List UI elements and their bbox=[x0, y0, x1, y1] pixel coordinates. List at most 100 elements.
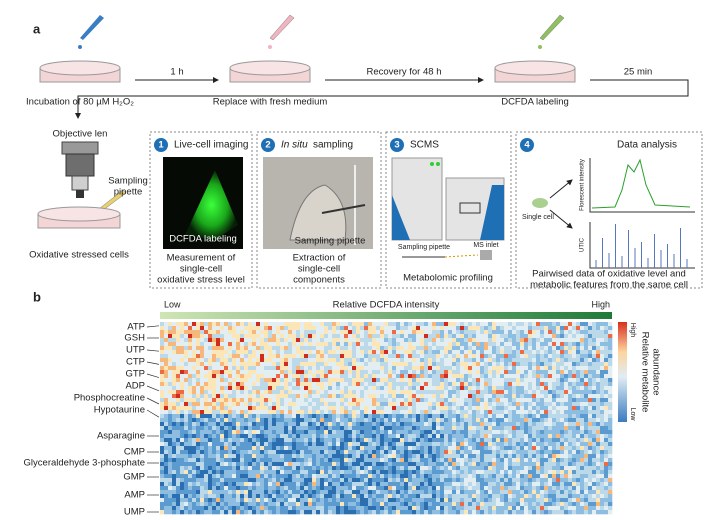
heatmap-cell bbox=[272, 342, 277, 347]
heatmap-cell bbox=[256, 462, 261, 467]
heatmap-cell bbox=[512, 402, 517, 407]
heatmap-cell bbox=[580, 406, 585, 411]
heatmap-cell bbox=[484, 330, 489, 335]
heatmap-cell bbox=[372, 454, 377, 459]
heatmap-cell bbox=[180, 394, 185, 399]
heatmap-cell bbox=[316, 450, 321, 455]
heatmap-cell bbox=[400, 334, 405, 339]
heatmap-cell bbox=[308, 474, 313, 479]
heatmap-cell bbox=[400, 410, 405, 415]
heatmap-cell bbox=[528, 454, 533, 459]
heatmap-cell bbox=[336, 330, 341, 335]
heatmap-cell bbox=[220, 358, 225, 363]
heatmap-cell bbox=[408, 374, 413, 379]
heatmap-cell bbox=[212, 366, 217, 371]
heatmap-cell bbox=[208, 330, 213, 335]
heatmap-cell bbox=[476, 334, 481, 339]
heatmap-cell bbox=[392, 354, 397, 359]
heatmap-cell bbox=[172, 434, 177, 439]
heatmap-cell bbox=[420, 426, 425, 431]
heatmap-cell bbox=[260, 382, 265, 387]
heatmap-cell bbox=[292, 350, 297, 355]
heatmap-cell bbox=[492, 442, 497, 447]
heatmap-cell bbox=[352, 462, 357, 467]
heatmap-cell bbox=[484, 478, 489, 483]
heatmap-cell bbox=[588, 338, 593, 343]
heatmap-cell bbox=[508, 382, 513, 387]
heatmap-cell bbox=[424, 358, 429, 363]
heatmap-cell bbox=[368, 398, 373, 403]
heatmap-cell bbox=[448, 382, 453, 387]
heatmap-cell bbox=[288, 334, 293, 339]
heatmap-cell bbox=[192, 374, 197, 379]
heatmap-cell bbox=[376, 354, 381, 359]
heatmap-cell bbox=[360, 466, 365, 471]
heatmap-cell bbox=[352, 422, 357, 427]
heatmap-cell bbox=[292, 494, 297, 499]
heatmap-cell bbox=[512, 486, 517, 491]
heatmap-cell bbox=[432, 470, 437, 475]
heatmap-cell bbox=[508, 490, 513, 495]
heatmap-cell bbox=[296, 366, 301, 371]
heatmap-cell bbox=[372, 374, 377, 379]
heatmap-cell bbox=[208, 458, 213, 463]
heatmap-cell bbox=[408, 394, 413, 399]
heatmap-cell bbox=[516, 474, 521, 479]
heatmap-cell bbox=[528, 418, 533, 423]
heatmap-cell bbox=[428, 378, 433, 383]
heatmap-cell bbox=[428, 402, 433, 407]
heatmap-cell bbox=[428, 454, 433, 459]
heatmap-cell bbox=[212, 438, 217, 443]
heatmap-cell bbox=[532, 322, 537, 327]
heatmap-cell bbox=[344, 470, 349, 475]
heatmap-cell bbox=[320, 446, 325, 451]
heatmap-cell bbox=[352, 334, 357, 339]
heatmap-cell bbox=[308, 338, 313, 343]
heatmap-cell bbox=[496, 330, 501, 335]
heatmap-cell bbox=[160, 462, 165, 467]
heatmap-cell bbox=[380, 426, 385, 431]
heatmap-cell bbox=[536, 470, 541, 475]
heatmap-cell bbox=[604, 490, 609, 495]
heatmap-cell bbox=[528, 478, 533, 483]
heatmap-cell bbox=[228, 462, 233, 467]
heatmap-cell bbox=[160, 426, 165, 431]
heatmap-cell bbox=[284, 398, 289, 403]
heatmap-cell bbox=[220, 430, 225, 435]
heatmap-cell bbox=[504, 350, 509, 355]
heatmap-cell bbox=[556, 370, 561, 375]
heatmap-cell bbox=[316, 418, 321, 423]
heatmap-cell bbox=[196, 378, 201, 383]
heatmap-cell bbox=[384, 350, 389, 355]
heatmap-cell bbox=[516, 374, 521, 379]
heatmap-cell bbox=[488, 490, 493, 495]
heatmap-cell bbox=[276, 366, 281, 371]
heatmap-cell bbox=[196, 326, 201, 331]
heatmap-cell bbox=[544, 486, 549, 491]
heatmap-cell bbox=[396, 434, 401, 439]
heatmap-cell bbox=[528, 466, 533, 471]
heatmap-cell bbox=[264, 414, 269, 419]
heatmap-cell bbox=[392, 398, 397, 403]
heatmap-cell bbox=[320, 346, 325, 351]
heatmap-cell bbox=[344, 426, 349, 431]
heatmap-cell bbox=[348, 434, 353, 439]
heatmap-cell bbox=[232, 386, 237, 391]
heatmap-cell bbox=[492, 414, 497, 419]
heatmap-cell bbox=[588, 434, 593, 439]
heatmap-cell bbox=[340, 486, 345, 491]
heatmap-cell bbox=[272, 410, 277, 415]
heatmap-cell bbox=[584, 490, 589, 495]
heatmap-cell bbox=[416, 478, 421, 483]
heatmap-cell bbox=[288, 398, 293, 403]
heatmap-cell bbox=[428, 358, 433, 363]
heatmap-cell bbox=[448, 406, 453, 411]
heatmap-cell bbox=[596, 426, 601, 431]
heatmap-cell bbox=[232, 366, 237, 371]
heatmap-cell bbox=[576, 322, 581, 327]
heatmap-cell bbox=[544, 442, 549, 447]
heatmap-cell bbox=[192, 474, 197, 479]
heatmap-cell bbox=[492, 402, 497, 407]
heatmap-cell bbox=[364, 466, 369, 471]
heatmap-cell bbox=[528, 334, 533, 339]
